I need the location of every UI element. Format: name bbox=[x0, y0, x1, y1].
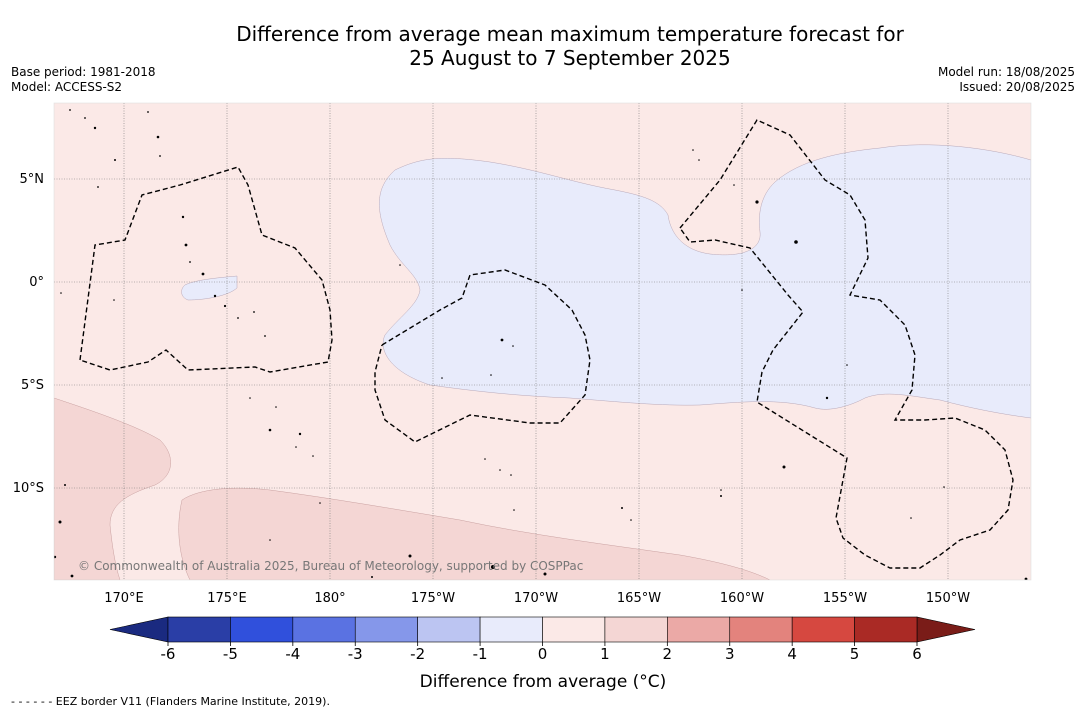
lon-label-160w: 160°W bbox=[720, 591, 764, 606]
colorbar-tick-label: 1 bbox=[600, 645, 610, 663]
anomaly-zone-minus1-to-0 bbox=[379, 144, 1031, 419]
colorbar-segment bbox=[854, 616, 918, 643]
base-period: Base period: 1981-2018 bbox=[11, 65, 156, 79]
colorbar-segment bbox=[479, 616, 543, 643]
eez-border-kiribati-phoenix bbox=[374, 269, 591, 443]
colorbar-tick-label: -3 bbox=[348, 645, 363, 663]
colorbar-extend-high bbox=[916, 616, 976, 643]
title-line-2: 25 August to 7 September 2025 bbox=[409, 46, 731, 70]
colorbar-segment bbox=[729, 616, 793, 643]
lon-label-155w: 155°W bbox=[823, 591, 867, 606]
lat-label-10s: 10°S bbox=[13, 481, 44, 496]
colorbar-tick-label: 4 bbox=[787, 645, 797, 663]
colorbar-tick-label: 0 bbox=[538, 645, 548, 663]
lon-label-170e: 170°E bbox=[104, 591, 144, 606]
colorbar-segment bbox=[791, 616, 855, 643]
map-frame bbox=[53, 102, 1032, 581]
lat-labels: 5°N 0° 5°S 10°S bbox=[13, 172, 44, 496]
colorbar-tick-label: 5 bbox=[850, 645, 860, 663]
colorbar-segment bbox=[542, 616, 606, 643]
colorbar-tick-label: 6 bbox=[912, 645, 922, 663]
colorbar-tick-label: -6 bbox=[161, 645, 176, 663]
eez-borders bbox=[79, 119, 1014, 569]
title-line-1: Difference from average mean maximum tem… bbox=[236, 22, 904, 46]
eez-legend-note: - - - - - - EEZ border V11 (Flanders Mar… bbox=[11, 695, 330, 708]
graticule bbox=[54, 103, 1031, 580]
eez-border-kiribati-gilbert bbox=[79, 166, 333, 373]
lat-label-0: 0° bbox=[29, 275, 44, 290]
run-info-right: Model run: 18/08/2025 Issued: 20/08/2025 bbox=[938, 65, 1075, 94]
lon-label-175w: 175°W bbox=[411, 591, 455, 606]
colorbar-segment bbox=[167, 616, 231, 643]
colorbar-tick-label: -4 bbox=[285, 645, 300, 663]
colorbar-segment bbox=[417, 616, 481, 643]
lat-label-5s: 5°S bbox=[21, 378, 44, 393]
colorbar: -6 -5 -4 -3 -2 -1 0 1 2 3 4 5 6 bbox=[109, 616, 976, 663]
anomaly-zone-small-patch bbox=[181, 275, 238, 301]
colorbar-tick-label: 3 bbox=[725, 645, 735, 663]
colorbar-segment bbox=[354, 616, 418, 643]
colorbar-segment bbox=[292, 616, 356, 643]
colorbar-extend-low bbox=[109, 616, 169, 643]
colorbar-segment bbox=[667, 616, 731, 643]
issued-date: Issued: 20/08/2025 bbox=[959, 79, 1075, 94]
colorbar-segment bbox=[230, 616, 294, 643]
lon-label-165w: 165°W bbox=[617, 591, 661, 606]
run-info-left: Base period: 1981-2018 Model: ACCESS-S2 bbox=[11, 65, 156, 94]
colorbar-tick-label: -2 bbox=[410, 645, 425, 663]
lon-label-180: 180° bbox=[314, 591, 345, 606]
lon-label-175e: 175°E bbox=[207, 591, 247, 606]
map-copyright: © Commonwealth of Australia 2025, Bureau… bbox=[78, 559, 583, 573]
anomaly-zone-1-to-2-west bbox=[54, 397, 171, 580]
colorbar-tick-label: -5 bbox=[223, 645, 238, 663]
eez-border-kiribati-line bbox=[679, 119, 1014, 569]
model-run: Model run: 18/08/2025 bbox=[937, 65, 1075, 79]
lon-label-170w: 170°W bbox=[514, 591, 558, 606]
colorbar-tick-label: -1 bbox=[473, 645, 488, 663]
lon-labels: 170°E 175°E 180° 175°W 170°W 165°W 160°W… bbox=[104, 591, 970, 606]
colorbar-segment bbox=[604, 616, 668, 643]
colorbar-tick-label: 2 bbox=[663, 645, 673, 663]
colorbar-label: Difference from average (°C) bbox=[420, 672, 667, 692]
islands bbox=[54, 109, 1028, 580]
map-title: Difference from average mean maximum tem… bbox=[120, 22, 1020, 70]
lat-label-5n: 5°N bbox=[20, 172, 45, 187]
model-name: Model: ACCESS-S2 bbox=[11, 79, 123, 94]
map-panel: © Commonwealth of Australia 2025, Bureau… bbox=[54, 103, 1031, 580]
lon-label-150w: 150°W bbox=[926, 591, 970, 606]
